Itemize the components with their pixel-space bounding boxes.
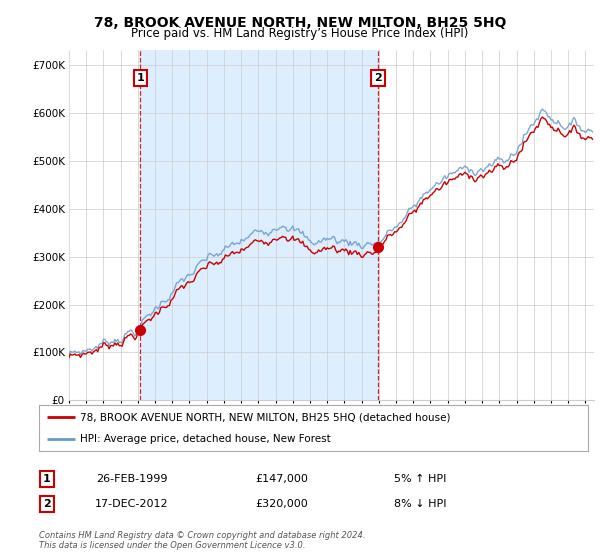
Text: 78, BROOK AVENUE NORTH, NEW MILTON, BH25 5HQ (detached house): 78, BROOK AVENUE NORTH, NEW MILTON, BH25… <box>80 412 451 422</box>
Text: 78, BROOK AVENUE NORTH, NEW MILTON, BH25 5HQ: 78, BROOK AVENUE NORTH, NEW MILTON, BH25… <box>94 16 506 30</box>
Text: 8% ↓ HPI: 8% ↓ HPI <box>394 499 446 509</box>
Text: Contains HM Land Registry data © Crown copyright and database right 2024.
This d: Contains HM Land Registry data © Crown c… <box>39 531 365 550</box>
Text: Price paid vs. HM Land Registry’s House Price Index (HPI): Price paid vs. HM Land Registry’s House … <box>131 27 469 40</box>
Text: 17-DEC-2012: 17-DEC-2012 <box>95 499 169 509</box>
Text: £320,000: £320,000 <box>256 499 308 509</box>
Text: 2: 2 <box>374 73 382 83</box>
Bar <box>140 50 378 400</box>
Text: 1: 1 <box>137 73 145 83</box>
Text: 26-FEB-1999: 26-FEB-1999 <box>96 474 168 484</box>
Text: 5% ↑ HPI: 5% ↑ HPI <box>394 474 446 484</box>
Text: £147,000: £147,000 <box>256 474 308 484</box>
Text: HPI: Average price, detached house, New Forest: HPI: Average price, detached house, New … <box>80 435 331 444</box>
Text: 2: 2 <box>43 499 50 509</box>
Text: 1: 1 <box>43 474 50 484</box>
